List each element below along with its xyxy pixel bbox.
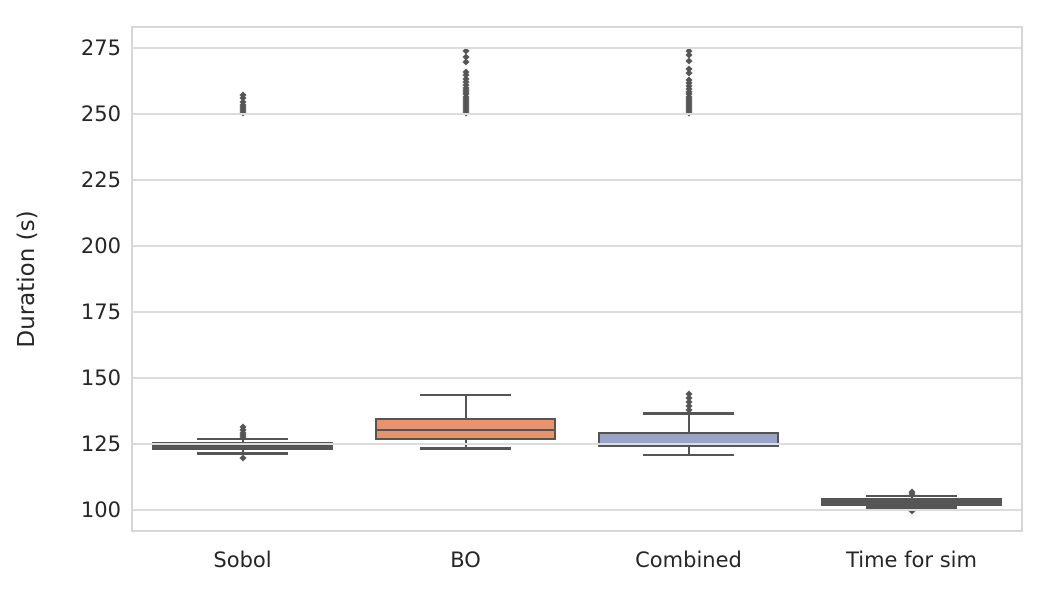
- whisker-cap-upper-bo: [420, 393, 511, 397]
- whisker-cap-lower-sobol: [197, 452, 288, 455]
- whisker-cap-lower-combined: [643, 453, 734, 457]
- median-sobol: [154, 444, 331, 448]
- y-tick-label-125: 125: [80, 432, 121, 457]
- whisker-cap-upper-combined: [643, 412, 734, 415]
- x-tick-label-bo: BO: [450, 548, 481, 572]
- y-tick-label-175: 175: [80, 300, 121, 324]
- median-bo: [377, 428, 554, 432]
- median-combined: [600, 443, 777, 446]
- whisker-upper-bo: [464, 395, 467, 418]
- whisker-lower-sobol: [241, 450, 244, 454]
- x-tick-label-time-for-sim: Time for sim: [846, 548, 977, 572]
- whisker-cap-lower-bo: [420, 447, 511, 450]
- whisker-upper-combined: [687, 413, 690, 432]
- plot-area: [131, 26, 1023, 532]
- y-tick-label-225: 225: [80, 167, 121, 192]
- whisker-cap-lower-time-for-sim: [866, 506, 957, 509]
- median-time-for-sim: [823, 500, 1000, 504]
- y-axis-title: Duration (s): [14, 210, 40, 348]
- y-tick-label-275: 275: [80, 35, 121, 60]
- y-tick-label-250: 250: [80, 101, 121, 126]
- y-tick-label-100: 100: [80, 498, 121, 523]
- whisker-lower-combined: [687, 446, 690, 456]
- x-tick-label-sobol: Sobol: [213, 548, 272, 572]
- y-tick-label-150: 150: [80, 366, 121, 391]
- y-tick-label-200: 200: [80, 233, 121, 258]
- x-tick-label-combined: Combined: [635, 548, 742, 572]
